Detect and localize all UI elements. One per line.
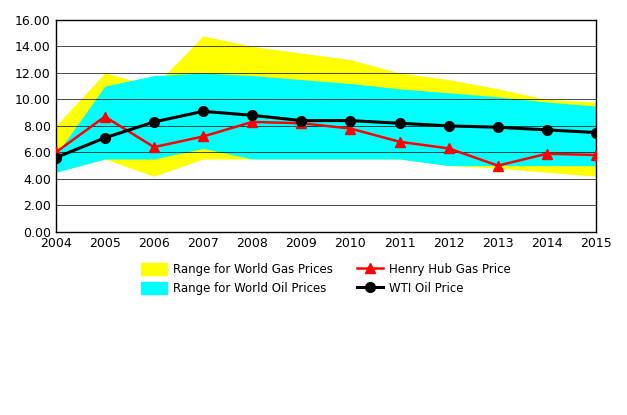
Legend: Range for World Gas Prices, Range for World Oil Prices, Henry Hub Gas Price, WTI: Range for World Gas Prices, Range for Wo…: [137, 259, 515, 300]
